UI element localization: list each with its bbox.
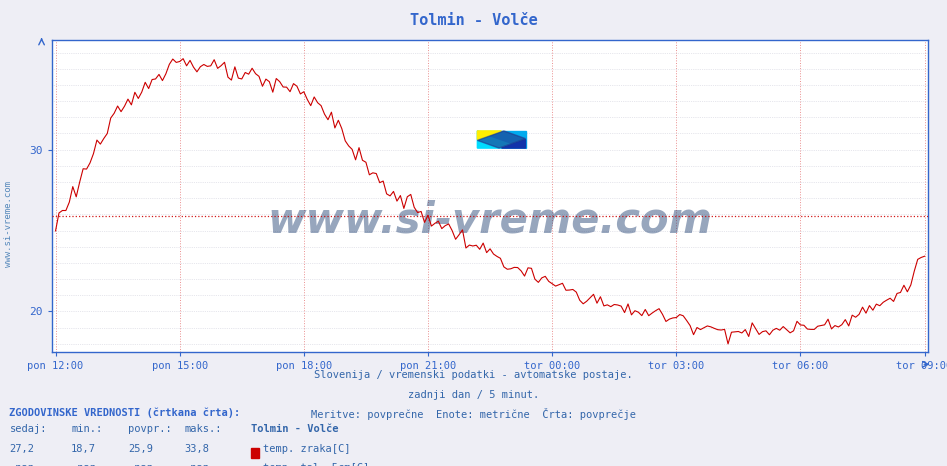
- Text: www.si-vreme.com: www.si-vreme.com: [268, 200, 712, 242]
- Text: 27,2: 27,2: [9, 444, 34, 453]
- Text: -nan: -nan: [185, 463, 209, 466]
- Text: temp. tal  5cm[C]: temp. tal 5cm[C]: [263, 463, 369, 466]
- Text: 33,8: 33,8: [185, 444, 209, 453]
- Text: temp. zraka[C]: temp. zraka[C]: [263, 444, 350, 453]
- Polygon shape: [477, 131, 502, 139]
- Text: 25,9: 25,9: [128, 444, 152, 453]
- Text: povpr.:: povpr.:: [128, 424, 171, 434]
- Text: ZGODOVINSKE VREDNOSTI (črtkana črta):: ZGODOVINSKE VREDNOSTI (črtkana črta):: [9, 407, 241, 418]
- Text: Meritve: povprečne  Enote: metrične  Črta: povprečje: Meritve: povprečne Enote: metrične Črta:…: [311, 408, 636, 420]
- Text: Slovenija / vremenski podatki - avtomatske postaje.: Slovenija / vremenski podatki - avtomats…: [314, 370, 633, 380]
- Polygon shape: [477, 131, 526, 148]
- Text: -nan: -nan: [71, 463, 96, 466]
- Text: maks.:: maks.:: [185, 424, 223, 434]
- Text: -nan: -nan: [128, 463, 152, 466]
- Text: sedaj:: sedaj:: [9, 424, 47, 434]
- Text: -nan: -nan: [9, 463, 34, 466]
- Text: www.si-vreme.com: www.si-vreme.com: [4, 181, 13, 267]
- Text: Tolmin - Volče: Tolmin - Volče: [251, 424, 338, 434]
- Text: 18,7: 18,7: [71, 444, 96, 453]
- Text: min.:: min.:: [71, 424, 102, 434]
- Text: zadnji dan / 5 minut.: zadnji dan / 5 minut.: [408, 390, 539, 400]
- Polygon shape: [477, 131, 526, 148]
- Text: Tolmin - Volče: Tolmin - Volče: [410, 14, 537, 28]
- Polygon shape: [477, 131, 526, 148]
- Polygon shape: [502, 139, 526, 148]
